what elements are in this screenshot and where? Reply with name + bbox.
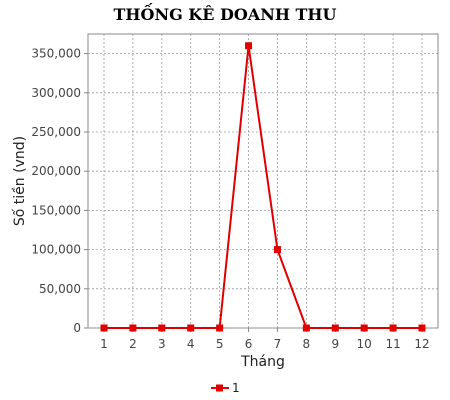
x-tick-label: 3 xyxy=(158,337,166,351)
y-tick-label: 50,000 xyxy=(39,282,81,296)
y-tick-label: 100,000 xyxy=(31,243,81,257)
x-tick-label: 10 xyxy=(357,337,372,351)
x-tick-label: 8 xyxy=(303,337,311,351)
data-point-marker xyxy=(360,324,368,332)
x-tick-label: 4 xyxy=(187,337,195,351)
y-tick-label: 300,000 xyxy=(31,86,81,100)
y-tick-label: 150,000 xyxy=(31,203,81,217)
grid-lines xyxy=(88,34,438,329)
x-tick-label: 2 xyxy=(129,337,137,351)
data-point-marker xyxy=(100,324,108,332)
data-point-marker xyxy=(302,324,310,332)
legend: 1 xyxy=(211,381,240,395)
x-axis-label: Tháng xyxy=(240,354,285,370)
legend-marker-icon xyxy=(216,384,223,392)
x-tick-label: 11 xyxy=(385,337,400,351)
x-tick-label: 5 xyxy=(216,337,224,351)
data-point-marker xyxy=(129,324,137,332)
x-tick-label: 6 xyxy=(245,337,253,351)
data-point-marker xyxy=(389,324,397,332)
x-tick-label: 12 xyxy=(414,337,429,351)
chart-title: THỐNG KÊ DOANH THU xyxy=(113,2,336,24)
y-tick-label: 350,000 xyxy=(31,47,81,61)
data-point-marker xyxy=(245,42,253,50)
series-lines xyxy=(100,42,426,332)
data-point-marker xyxy=(418,324,426,332)
data-point-marker xyxy=(158,324,166,332)
x-tick-label: 1 xyxy=(100,337,108,351)
y-axis-label: Số tiền (vnd) xyxy=(11,136,28,226)
y-axis-ticks: 0 50,000 100,000 150,000 200,000 250,000 300,0… xyxy=(31,47,88,335)
x-tick-label: 9 xyxy=(331,337,339,351)
data-point-marker xyxy=(216,324,224,332)
series-line xyxy=(104,44,422,329)
data-point-marker xyxy=(187,324,195,332)
legend-series-label: 1 xyxy=(232,381,240,395)
x-axis-ticks: 1 2 3 4 5 6 7 8 9 10 11 12 xyxy=(100,328,430,351)
data-point-marker xyxy=(331,324,339,332)
x-tick-label: 7 xyxy=(274,337,282,351)
y-tick-label: 0 xyxy=(73,321,81,335)
plot-area xyxy=(87,33,439,329)
y-tick-label: 200,000 xyxy=(31,164,81,178)
y-tick-label: 250,000 xyxy=(31,125,81,139)
data-point-marker xyxy=(273,246,281,254)
